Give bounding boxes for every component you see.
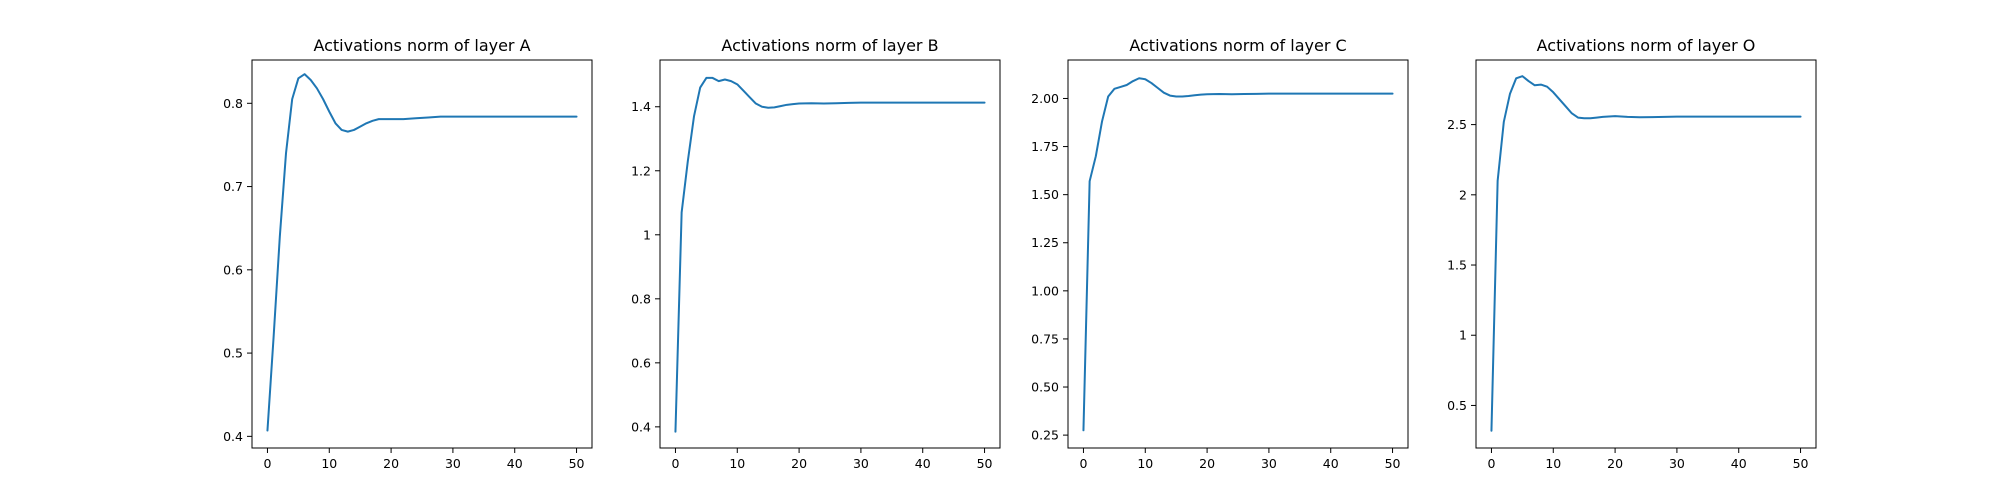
- series-line: [1490, 75, 1802, 432]
- y-tick-label: 0.50: [1031, 380, 1059, 395]
- y-tick-label: 0.5: [1447, 398, 1467, 413]
- x-tick-label: 50: [977, 456, 993, 471]
- x-tick-label: 10: [321, 456, 337, 471]
- y-tick-label: 2.00: [1031, 91, 1059, 106]
- series-line: [266, 73, 578, 432]
- y-tick-label: 1.50: [1031, 187, 1059, 202]
- x-tick-label: 0: [263, 456, 271, 471]
- x-tick-label: 30: [445, 456, 461, 471]
- x-tick-label: 30: [853, 456, 869, 471]
- x-tick-label: 20: [791, 456, 807, 471]
- x-tick-label: 40: [1731, 456, 1747, 471]
- axes-frame: [251, 59, 593, 449]
- x-tick-label: 30: [1261, 456, 1277, 471]
- chart-title: Activations norm of layer O: [1537, 36, 1756, 55]
- x-tick-label: 50: [1385, 456, 1401, 471]
- x-tick-label: 40: [915, 456, 931, 471]
- y-tick-label: 1.5: [1447, 258, 1467, 273]
- y-tick-label: 2.5: [1447, 117, 1467, 132]
- y-tick-label: 1: [1459, 328, 1467, 343]
- y-tick-label: 1: [643, 227, 651, 242]
- y-tick-label: 0.75: [1031, 331, 1059, 346]
- series-line: [674, 76, 986, 433]
- x-tick-label: 10: [1545, 456, 1561, 471]
- axes-frame: [1475, 59, 1817, 449]
- y-tick-label: 1.25: [1031, 235, 1059, 250]
- x-tick-label: 20: [383, 456, 399, 471]
- y-tick-label: 0.7: [223, 179, 243, 194]
- x-tick-label: 50: [569, 456, 585, 471]
- axes-frame: [659, 59, 1001, 449]
- x-tick-label: 10: [1137, 456, 1153, 471]
- x-tick-label: 0: [1487, 456, 1495, 471]
- x-tick-label: 40: [1323, 456, 1339, 471]
- y-tick-label: 0.6: [223, 262, 243, 277]
- x-tick-label: 20: [1199, 456, 1215, 471]
- subplot-2: Activations norm of layer B 0 10 20 30 40 50 0.…: [631, 36, 1001, 471]
- chart-title: Activations norm of layer B: [721, 36, 938, 55]
- subplot-3: Activations norm of layer C 0 10 20 30 40 50 0.…: [1031, 36, 1409, 471]
- series-line: [1082, 77, 1394, 432]
- chart-title: Activations norm of layer A: [313, 36, 530, 55]
- x-tick-label: 0: [1079, 456, 1087, 471]
- y-tick-label: 1.4: [631, 99, 651, 114]
- subplot-4: Activations norm of layer O 0 10 20 30 40 50 0.…: [1447, 36, 1817, 471]
- x-tick-label: 20: [1607, 456, 1623, 471]
- subplot-1: Activations norm of layer A 0 10 20 30 40 50 0.…: [223, 36, 593, 471]
- x-tick-label: 30: [1669, 456, 1685, 471]
- axes-frame: [1067, 59, 1409, 449]
- y-tick-label: 0.4: [631, 419, 651, 434]
- y-tick-label: 0.25: [1031, 428, 1059, 443]
- x-tick-label: 10: [729, 456, 745, 471]
- chart-title: Activations norm of layer C: [1129, 36, 1346, 55]
- y-tick-label: 0.8: [631, 291, 651, 306]
- y-tick-label: 1.2: [631, 163, 651, 178]
- y-tick-label: 1.00: [1031, 283, 1059, 298]
- y-tick-label: 2: [1459, 187, 1467, 202]
- x-tick-label: 50: [1793, 456, 1809, 471]
- y-tick-label: 0.8: [223, 96, 243, 111]
- x-tick-label: 40: [507, 456, 523, 471]
- y-tick-label: 0.6: [631, 355, 651, 370]
- y-tick-label: 0.5: [223, 346, 243, 361]
- y-tick-label: 1.75: [1031, 139, 1059, 154]
- x-tick-label: 0: [671, 456, 679, 471]
- y-tick-label: 0.4: [223, 429, 243, 444]
